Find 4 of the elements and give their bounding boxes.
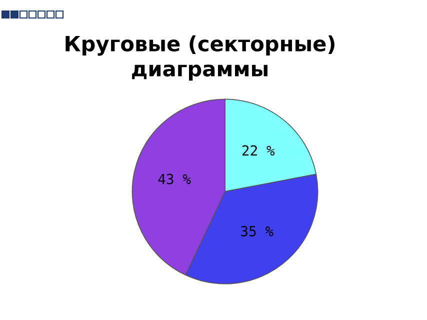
data-label: 22 % — [242, 145, 275, 156]
data-label: 43 % — [158, 174, 191, 184]
chart-title: Круговые (секторные) диаграммы — [66, 35, 334, 81]
data-label: 35 % — [241, 226, 274, 236]
